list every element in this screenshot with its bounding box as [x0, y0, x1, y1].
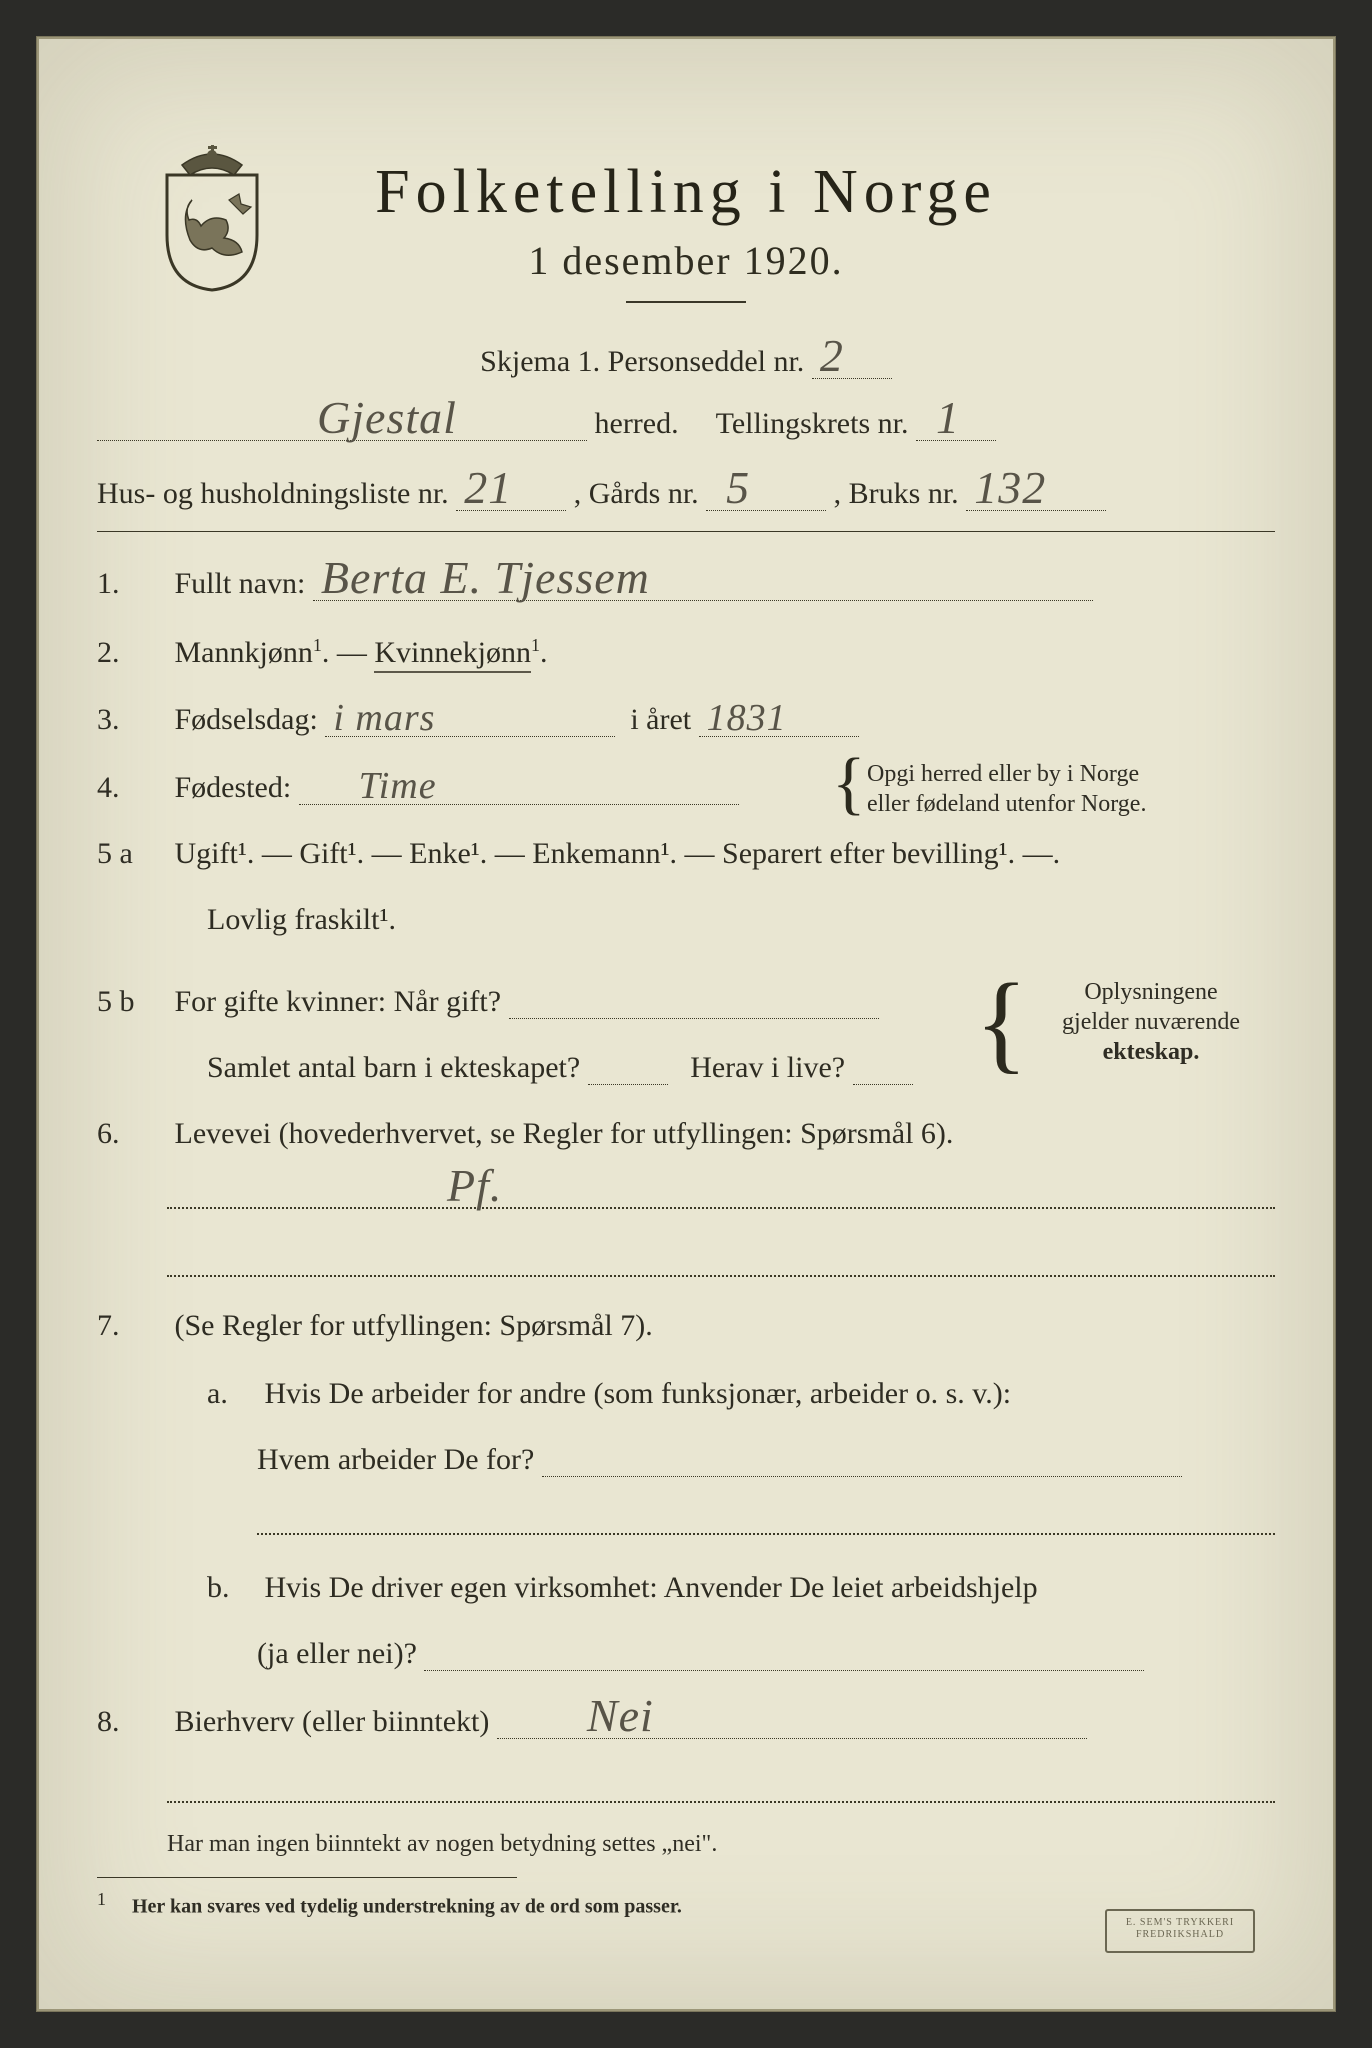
q4-value: Time	[359, 764, 437, 808]
q2-mann: Mannkjønn	[175, 636, 313, 669]
q5b-brace: {	[975, 989, 1028, 1055]
herred-line: Gjestal herred. Tellingskrets nr. 1	[97, 407, 1275, 441]
q5b-note: Oplysningene gjelder nuværende ekteskap.	[1027, 977, 1275, 1067]
stamp-line-b: FREDRIKSHALD	[1107, 1929, 1253, 1941]
q8-label: Bierhverv (eller biinntekt)	[175, 1705, 490, 1738]
personseddel-nr: 2	[820, 329, 844, 382]
q8-value: Nei	[587, 1689, 654, 1742]
q7b-line2: (ja eller nei)?	[257, 1637, 417, 1670]
footer-note: Har man ingen biinntekt av nogen betydni…	[167, 1829, 1275, 1859]
footnote-text: Her kan svares ved tydelig understreknin…	[132, 1896, 682, 1918]
hushold-line: Hus- og husholdningsliste nr. 21 , Gårds…	[97, 477, 1275, 511]
q4-note: Opgi herred eller by i Norge eller fødel…	[867, 759, 1275, 819]
q8-line2	[167, 1801, 1275, 1803]
q7a-row2: Hvem arbeider De for?	[97, 1443, 1275, 1477]
q6-line2	[167, 1275, 1275, 1277]
q7b-line1: Hvis De driver egen virksomhet: Anvender…	[265, 1571, 1038, 1604]
form-content: Folketelling i Norge 1 desember 1920. Sk…	[97, 77, 1275, 1971]
q3-mid: i året	[630, 703, 691, 736]
q3-year: 1831	[707, 696, 787, 740]
q1-label: Fullt navn:	[175, 567, 306, 600]
q2-num: 2.	[97, 636, 167, 670]
q5a-text: Ugift¹. — Gift¹. — Enke¹. — Enkemann¹. —…	[175, 837, 1061, 870]
q5a-cont: Lovlig fraskilt¹.	[207, 903, 396, 936]
q7a-line2: Hvem arbeider De for?	[257, 1443, 534, 1476]
tellingskrets-label: Tellingskrets nr.	[716, 407, 909, 440]
q6-num: 6.	[97, 1117, 167, 1151]
scanned-page: Folketelling i Norge 1 desember 1920. Sk…	[36, 36, 1336, 2012]
bruks-label: , Bruks nr.	[834, 477, 959, 510]
footnote-row: 1 Her kan svares ved tydelig understrekn…	[97, 1889, 1275, 1919]
q5b-note-b: gjelder nuværende	[1027, 1007, 1275, 1037]
q8-num: 8.	[97, 1705, 167, 1739]
q4-note-b: eller fødeland utenfor Norge.	[867, 789, 1275, 819]
q7b-num: b.	[207, 1571, 257, 1605]
q4-note-a: Opgi herred eller by i Norge	[867, 759, 1275, 789]
stamp-line-a: E. SEM'S TRYKKERI	[1107, 1917, 1253, 1929]
q6-row: 6. Levevei (hovederhvervet, se Regler fo…	[97, 1117, 1275, 1151]
q7a-num: a.	[207, 1377, 257, 1411]
herred-label: herred.	[595, 407, 679, 440]
herred-value: Gjestal	[317, 391, 457, 444]
q7b-row1: b. Hvis De driver egen virksomhet: Anven…	[97, 1571, 1275, 1605]
q2-row: 2. Mannkjønn1. — Kvinnekjønn1.	[97, 635, 1275, 670]
q3-num: 3.	[97, 703, 167, 737]
q7a-line1: Hvis De arbeider for andre (som funksjon…	[265, 1377, 1012, 1410]
document-title: Folketelling i Norge	[97, 157, 1275, 228]
q3-row: 3. Fødselsdag: i mars i året 1831	[97, 703, 1275, 737]
schema-line: Skjema 1. Personseddel nr. 2	[97, 345, 1275, 379]
q5b-label-b: Samlet antal barn i ekteskapet?	[207, 1051, 580, 1084]
q7-row: 7. (Se Regler for utfyllingen: Spørsmål …	[97, 1309, 1275, 1343]
q7-num: 7.	[97, 1309, 167, 1343]
hushold-label: Hus- og husholdningsliste nr.	[97, 477, 449, 510]
title-rule	[626, 301, 746, 303]
q3-label: Fødselsdag:	[175, 703, 318, 736]
footnote-rule	[97, 1877, 517, 1878]
q3-day: i mars	[333, 696, 435, 740]
q7b-row2: (ja eller nei)?	[97, 1637, 1275, 1671]
q4-brace: {	[832, 763, 866, 805]
tellingskrets-nr: 1	[936, 391, 960, 444]
q5b-label-a: For gifte kvinner: Når gift?	[175, 985, 502, 1018]
q7a-row1: a. Hvis De arbeider for andre (som funks…	[97, 1377, 1275, 1411]
document-subtitle: 1 desember 1920.	[97, 237, 1275, 284]
bruks-nr: 132	[974, 461, 1046, 514]
q5a-num: 5 a	[97, 837, 167, 871]
q4-label: Fødested:	[175, 771, 292, 804]
q5a-cont-row: Lovlig fraskilt¹.	[97, 903, 1275, 937]
q6-label: Levevei (hovederhvervet, se Regler for u…	[175, 1117, 954, 1150]
printer-stamp: E. SEM'S TRYKKERI FREDRIKSHALD	[1105, 1909, 1255, 1953]
q5a-row: 5 a Ugift¹. — Gift¹. — Enke¹. — Enkemann…	[97, 837, 1275, 871]
q6-line	[167, 1207, 1275, 1209]
q2-kvinne: Kvinnekjønn	[374, 636, 531, 673]
gards-nr: 5	[726, 461, 750, 514]
schema-label: Skjema 1. Personseddel nr.	[480, 345, 804, 378]
q5b-num: 5 b	[97, 985, 167, 1019]
q1-num: 1.	[97, 567, 167, 601]
footnote-num: 1	[97, 1889, 127, 1910]
q7a-line3	[257, 1533, 1275, 1535]
q1-row: 1. Fullt navn: Berta E. Tjessem	[97, 567, 1275, 601]
gards-label: , Gårds nr.	[574, 477, 699, 510]
q5b-note-a: Oplysningene	[1027, 977, 1275, 1007]
q1-value: Berta E. Tjessem	[321, 551, 650, 604]
q8-row: 8. Bierhverv (eller biinntekt) Nei	[97, 1705, 1275, 1739]
q5b-label-c: Herav i live?	[690, 1051, 845, 1084]
hushold-nr: 21	[464, 461, 512, 514]
q5b-note-c: ekteskap.	[1027, 1037, 1275, 1067]
q7-label: (Se Regler for utfyllingen: Spørsmål 7).	[175, 1309, 653, 1342]
q4-num: 4.	[97, 771, 167, 805]
header-rule	[97, 531, 1275, 532]
